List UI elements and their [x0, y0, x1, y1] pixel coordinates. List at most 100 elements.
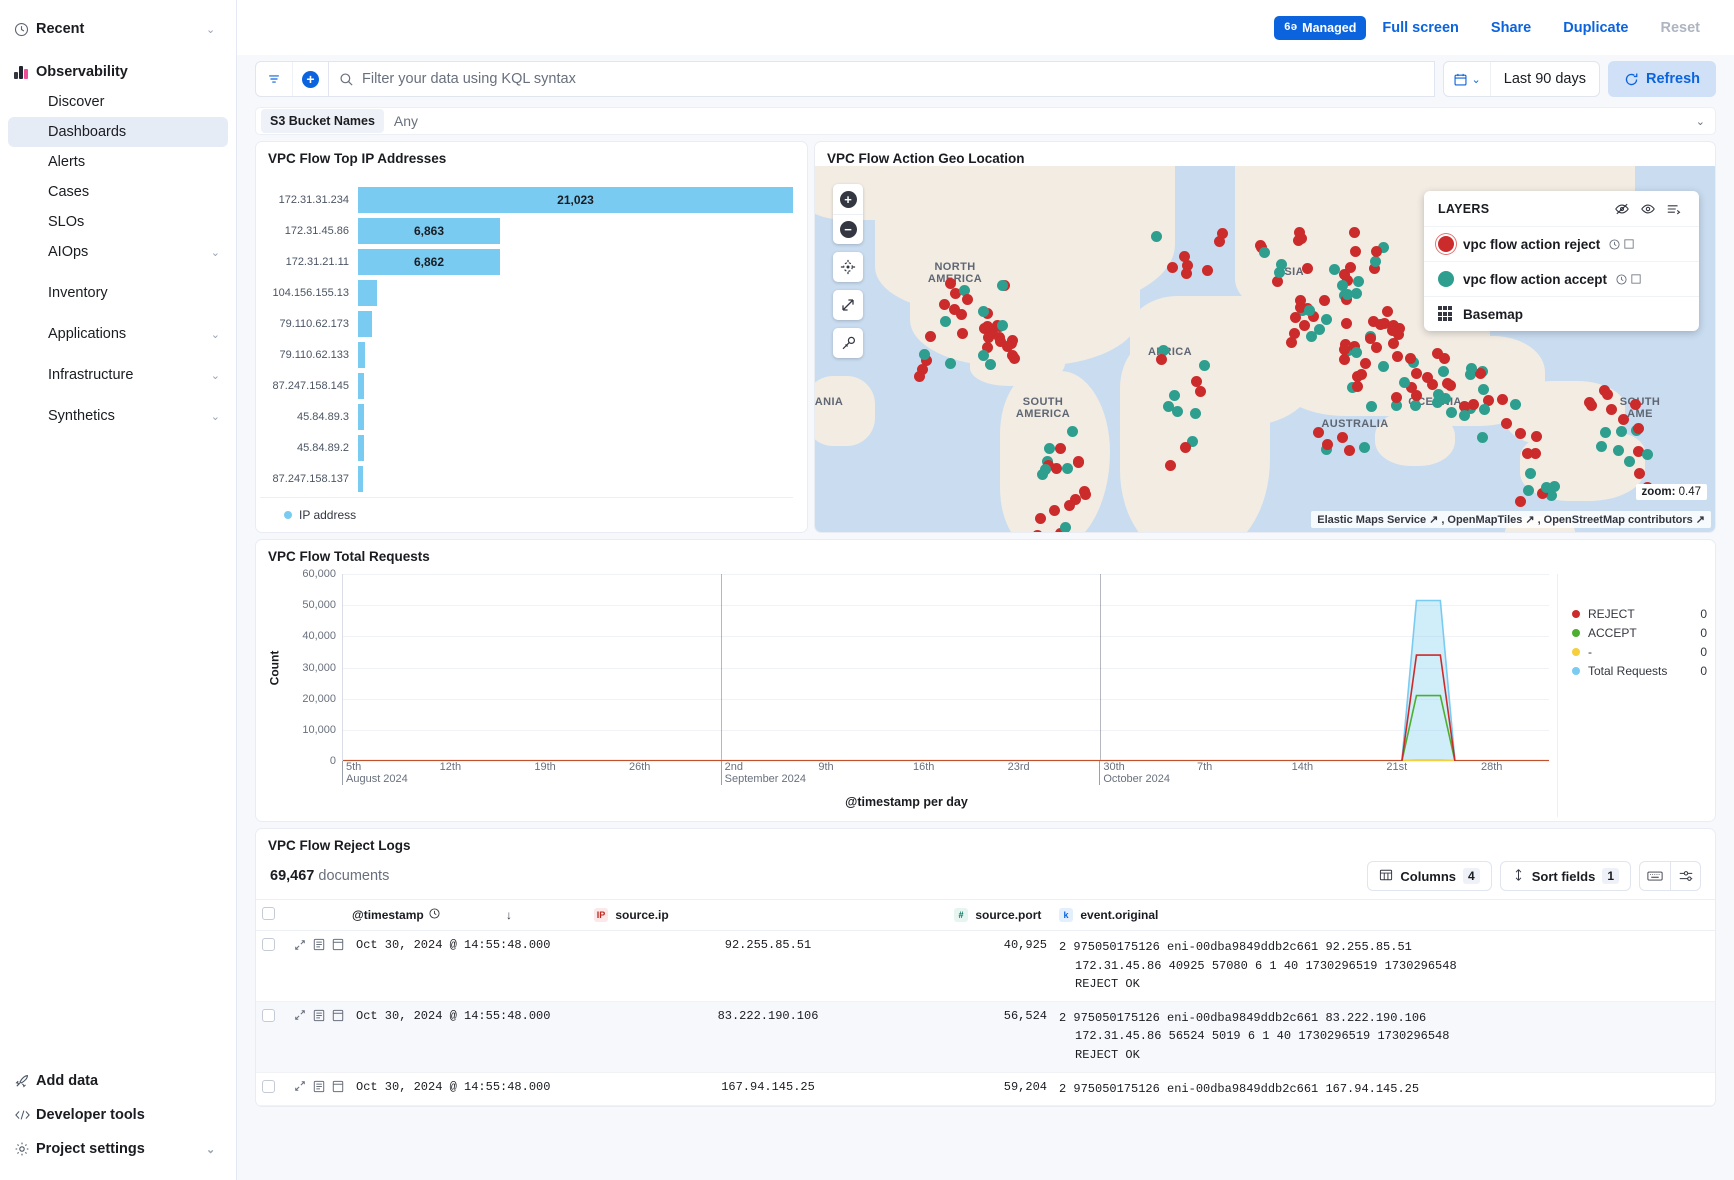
map-marker-reject[interactable]: [1583, 396, 1595, 408]
map-marker-reject[interactable]: [1514, 428, 1526, 440]
bar-chart-row[interactable]: 172.31.31.234 21,023: [260, 186, 793, 213]
filter-row-icon[interactable]: [332, 1009, 344, 1026]
map-marker-accept[interactable]: [958, 285, 970, 297]
full-screen-button[interactable]: Full screen: [1382, 19, 1459, 36]
map-marker-reject[interactable]: [1035, 513, 1047, 525]
map-marker-reject[interactable]: [1515, 496, 1527, 508]
column-header-source-ip[interactable]: IP source.ip: [588, 899, 948, 931]
map-marker-accept[interactable]: [1171, 406, 1183, 418]
map-marker-accept[interactable]: [1060, 522, 1072, 532]
map-marker-accept[interactable]: [1320, 314, 1332, 326]
map-marker-reject[interactable]: [1426, 379, 1438, 391]
map-canvas[interactable]: + −: [815, 166, 1715, 532]
map-marker-accept[interactable]: [1313, 324, 1325, 336]
map-marker-accept[interactable]: [1478, 403, 1490, 415]
control-label-s3-bucket-names[interactable]: S3 Bucket Names: [261, 109, 384, 133]
map-marker-reject[interactable]: [1351, 380, 1363, 392]
map-marker-reject[interactable]: [921, 354, 933, 366]
filter-options-icon[interactable]: [256, 62, 292, 96]
map-marker-accept[interactable]: [1596, 440, 1608, 452]
filter-row-icon[interactable]: [332, 1080, 344, 1097]
map-marker-reject[interactable]: [982, 342, 994, 354]
map-marker-accept[interactable]: [1274, 266, 1286, 278]
map-marker-accept[interactable]: [918, 349, 930, 361]
duplicate-button[interactable]: Duplicate: [1563, 19, 1629, 36]
map-marker-accept[interactable]: [1478, 383, 1490, 395]
map-marker-reject[interactable]: [1179, 441, 1191, 453]
map-marker-accept[interactable]: [1390, 399, 1402, 411]
columns-button[interactable]: Columns 4: [1367, 861, 1492, 891]
view-document-icon[interactable]: [313, 938, 325, 955]
map-marker-reject[interactable]: [979, 322, 991, 334]
map-marker-accept[interactable]: [1398, 377, 1410, 389]
map-marker-reject[interactable]: [1339, 343, 1351, 355]
map-marker-accept[interactable]: [1599, 426, 1611, 438]
view-document-icon[interactable]: [313, 1080, 325, 1097]
column-header-source-port[interactable]: # source.port: [948, 899, 1053, 931]
map-marker-reject[interactable]: [1339, 354, 1351, 366]
map-marker-accept[interactable]: [1440, 393, 1452, 405]
map-marker-accept[interactable]: [1624, 455, 1636, 467]
map-marker-reject[interactable]: [1272, 275, 1284, 287]
map-marker-accept[interactable]: [1466, 362, 1478, 374]
filter-row-icon[interactable]: [332, 938, 344, 955]
map-marker-accept[interactable]: [1378, 361, 1390, 372]
map-marker-reject[interactable]: [1289, 328, 1301, 340]
map-marker-reject[interactable]: [1531, 430, 1543, 442]
map-marker-accept[interactable]: [1321, 444, 1333, 456]
zoom-in-icon[interactable]: +: [833, 184, 863, 214]
map-marker-reject[interactable]: [1051, 462, 1063, 474]
layer-meta-icons[interactable]: [1609, 238, 1634, 250]
draw-tools-icon[interactable]: [833, 328, 863, 358]
attribution-link-openstreetmap[interactable]: OpenStreetMap contributors: [1543, 513, 1693, 526]
map-marker-reject[interactable]: [1371, 246, 1383, 258]
map-marker-accept[interactable]: [1409, 400, 1421, 412]
layer-item-basemap[interactable]: Basemap: [1424, 296, 1699, 331]
map-marker-reject[interactable]: [1422, 371, 1434, 383]
map-marker-reject[interactable]: [1343, 445, 1355, 457]
bar-chart-row[interactable]: 104.156.155.13: [260, 279, 793, 306]
layer-item-vpc-flow-action-accept[interactable]: vpc flow action accept: [1424, 261, 1699, 296]
map-marker-accept[interactable]: [1641, 449, 1653, 461]
bar-fill[interactable]: 6,862: [358, 248, 500, 275]
map-marker-reject[interactable]: [1356, 368, 1368, 380]
keyboard-shortcuts-icon[interactable]: [1640, 862, 1670, 890]
map-marker-reject[interactable]: [1155, 354, 1167, 366]
map-marker-accept[interactable]: [1431, 397, 1443, 409]
sidebar-item-cases[interactable]: Cases: [8, 177, 228, 207]
column-header-event-original[interactable]: k event.original: [1053, 899, 1715, 931]
map-marker-reject[interactable]: [1387, 337, 1399, 349]
map-marker-reject[interactable]: [916, 364, 928, 376]
map-marker-accept[interactable]: [1370, 256, 1382, 268]
map-marker-reject[interactable]: [1482, 395, 1494, 407]
map-marker-accept[interactable]: [1162, 401, 1174, 413]
map-marker-reject[interactable]: [1167, 262, 1179, 274]
map-marker-reject[interactable]: [1322, 438, 1334, 450]
map-marker-accept[interactable]: [1613, 444, 1625, 456]
map-marker-accept[interactable]: [1151, 231, 1162, 243]
map-marker-reject[interactable]: [1364, 333, 1376, 345]
map-marker-accept[interactable]: [945, 358, 957, 370]
sidebar-item-observability[interactable]: Observability: [0, 57, 236, 87]
bar-fill[interactable]: [358, 404, 364, 431]
legend-item[interactable]: Total Requests 0: [1572, 661, 1707, 680]
map-marker-reject[interactable]: [956, 328, 968, 340]
legend-item[interactable]: REJECT 0: [1572, 604, 1707, 623]
map-marker-reject[interactable]: [1368, 263, 1380, 275]
map-marker-accept[interactable]: [1189, 408, 1201, 420]
sidebar-item-developer-tools[interactable]: Developer tools: [0, 1098, 236, 1132]
sidebar-item-discover[interactable]: Discover: [8, 87, 228, 117]
map-marker-reject[interactable]: [914, 370, 926, 382]
map-marker-reject[interactable]: [1299, 320, 1311, 332]
map-marker-reject[interactable]: [924, 331, 936, 343]
bar-chart-row[interactable]: 87.247.158.145: [260, 373, 793, 400]
sort-descending-icon[interactable]: ↓: [506, 908, 512, 922]
map-marker-accept[interactable]: [1445, 407, 1457, 419]
row-checkbox[interactable]: [262, 938, 275, 951]
map-marker-accept[interactable]: [996, 320, 1008, 332]
sidebar-item-inventory[interactable]: Inventory: [8, 278, 228, 308]
map-marker-reject[interactable]: [1178, 251, 1190, 263]
map-marker-reject[interactable]: [1391, 391, 1403, 403]
map-marker-reject[interactable]: [949, 303, 961, 315]
map-marker-reject[interactable]: [1381, 305, 1393, 317]
